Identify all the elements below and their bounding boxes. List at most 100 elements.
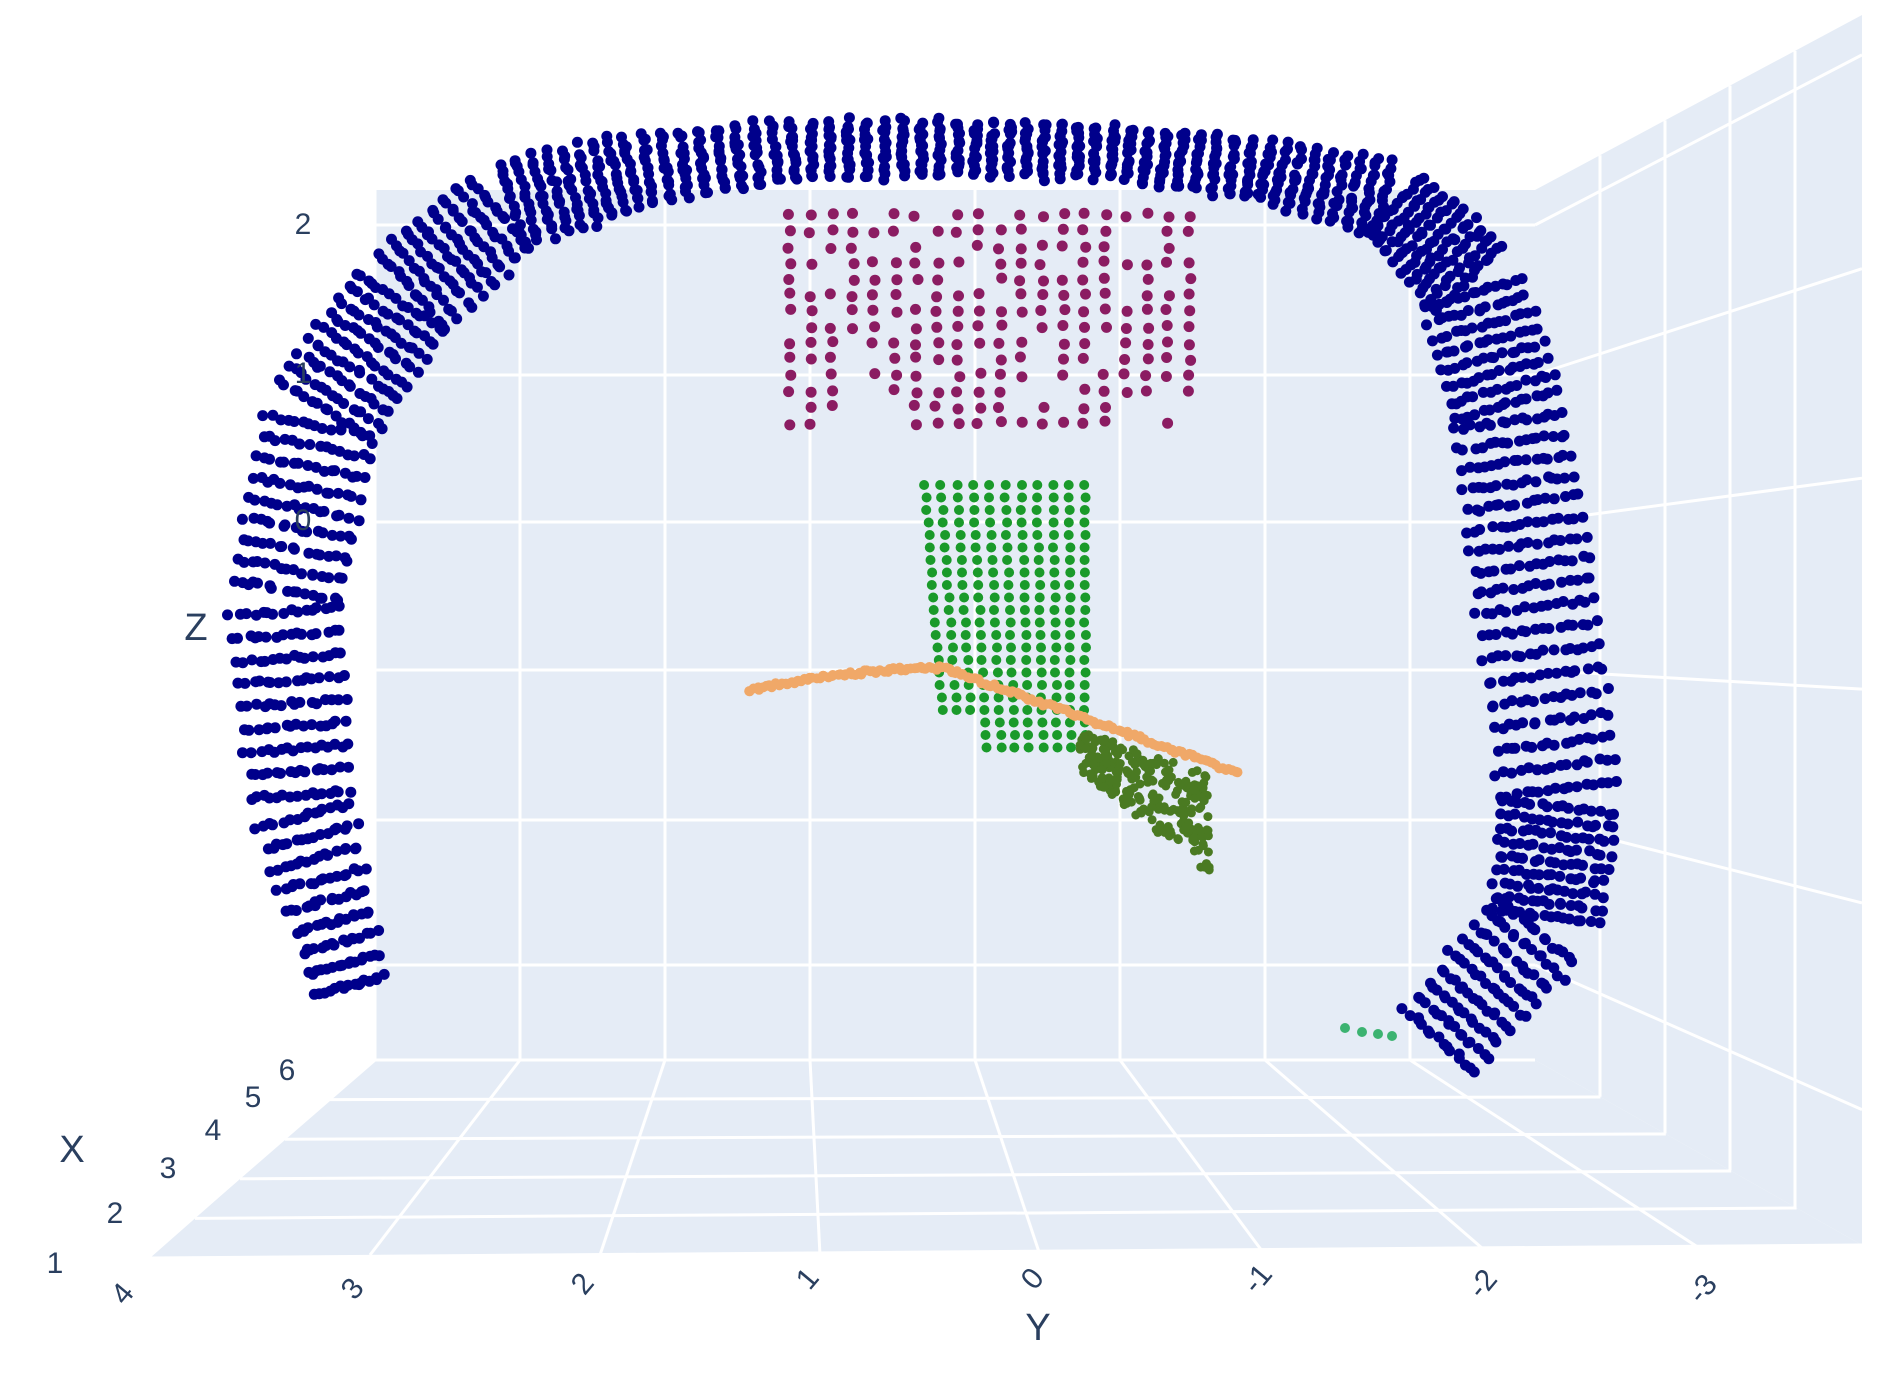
olive-wedge-point bbox=[1125, 769, 1135, 779]
green-column-point bbox=[1079, 517, 1090, 528]
green-column-point bbox=[970, 542, 981, 553]
purple-block-point bbox=[1160, 304, 1172, 315]
green-column-point bbox=[1052, 742, 1063, 753]
blue-arch-point bbox=[403, 255, 415, 267]
blue-arch-point bbox=[1560, 491, 1571, 502]
blue-arch-point bbox=[299, 502, 311, 514]
blue-arch-point bbox=[316, 592, 328, 604]
blue-arch-point bbox=[1414, 287, 1426, 299]
blue-arch-point bbox=[1362, 226, 1374, 238]
blue-arch-point bbox=[580, 175, 592, 187]
purple-block-point bbox=[1143, 322, 1155, 334]
blue-arch-point bbox=[1498, 675, 1509, 687]
blue-arch-point bbox=[1501, 626, 1512, 638]
blue-arch-point bbox=[1290, 174, 1302, 186]
green-column-point bbox=[954, 505, 964, 515]
blue-arch-point bbox=[1507, 347, 1519, 359]
blue-arch-point bbox=[1516, 764, 1527, 776]
purple-block-point bbox=[1183, 369, 1195, 381]
green-column-point bbox=[944, 592, 955, 603]
green-column-point bbox=[1005, 617, 1016, 628]
green-column-point bbox=[957, 580, 968, 590]
green-column-point bbox=[991, 630, 1002, 640]
blue-arch-point bbox=[1455, 1029, 1467, 1040]
purple-block-point bbox=[932, 417, 944, 429]
green-column-point bbox=[1038, 742, 1049, 753]
olive-wedge-point bbox=[1132, 749, 1142, 759]
blue-arch-point bbox=[1472, 1043, 1484, 1054]
green-column-point bbox=[986, 530, 997, 540]
blue-arch-point bbox=[1594, 917, 1606, 929]
blue-arch-point bbox=[1547, 431, 1559, 442]
blue-arch-point bbox=[269, 722, 281, 734]
purple-block-point bbox=[1080, 288, 1091, 300]
green-column-point bbox=[956, 555, 967, 565]
green-column-point bbox=[924, 542, 935, 553]
green-column-point bbox=[948, 642, 958, 653]
purple-block-point bbox=[1182, 225, 1194, 237]
blue-arch-point bbox=[458, 191, 470, 203]
blue-arch-point bbox=[1497, 723, 1509, 735]
blue-arch-point bbox=[354, 367, 366, 379]
green-column-point bbox=[1035, 580, 1046, 590]
blue-arch-point bbox=[1475, 927, 1487, 939]
blue-arch-point bbox=[336, 417, 348, 429]
green-column-point bbox=[925, 555, 936, 565]
blue-arch-point bbox=[791, 173, 803, 185]
blue-arch-point bbox=[1597, 892, 1609, 904]
olive-wedge-point bbox=[1147, 791, 1157, 801]
blue-arch-point bbox=[290, 905, 302, 916]
blue-arch-point bbox=[245, 747, 257, 759]
purple-block-point bbox=[825, 368, 837, 380]
blue-arch-point bbox=[1471, 504, 1483, 516]
olive-wedge-point bbox=[1203, 826, 1213, 835]
blue-arch-point bbox=[1538, 842, 1550, 854]
blue-arch-point bbox=[1589, 863, 1601, 875]
green-column-point bbox=[1064, 580, 1075, 590]
green-column-point bbox=[1063, 492, 1074, 503]
blue-arch-point bbox=[238, 556, 250, 568]
blue-arch-point bbox=[577, 222, 589, 234]
purple-block-point bbox=[995, 258, 1007, 270]
green-column-point bbox=[946, 617, 957, 628]
blue-arch-point bbox=[314, 549, 326, 561]
blue-arch-point bbox=[1609, 754, 1621, 766]
purple-block-point bbox=[1077, 417, 1089, 429]
blue-arch-point bbox=[562, 164, 574, 176]
purple-block-point bbox=[806, 258, 818, 270]
blue-arch-point bbox=[1369, 160, 1381, 172]
blue-arch-point bbox=[1395, 267, 1407, 279]
y-tick-label: 0 bbox=[1015, 1262, 1051, 1296]
green-column-point bbox=[921, 492, 932, 503]
blue-arch-point bbox=[1448, 422, 1460, 434]
green-column-point bbox=[949, 680, 960, 690]
green-column-point bbox=[1038, 730, 1049, 740]
green-column-point bbox=[1009, 742, 1020, 753]
blue-arch-point bbox=[352, 347, 364, 359]
purple-block-point bbox=[827, 336, 839, 348]
blue-arch-point bbox=[1531, 413, 1543, 425]
purple-block-point bbox=[933, 257, 945, 269]
purple-block-point bbox=[846, 291, 858, 303]
purple-block-point bbox=[1058, 416, 1070, 428]
green-column-point bbox=[993, 692, 1004, 703]
purple-block-point bbox=[1077, 274, 1089, 286]
blue-arch-point bbox=[260, 631, 272, 643]
purple-block-point bbox=[1015, 288, 1027, 300]
purple-block-point bbox=[845, 242, 857, 254]
blue-arch-point bbox=[1499, 971, 1511, 983]
blue-arch-point bbox=[1474, 421, 1486, 433]
green-column-point bbox=[927, 567, 938, 578]
green-column-point bbox=[1016, 517, 1027, 528]
blue-arch-point bbox=[325, 424, 337, 436]
x-tick-label: 3 bbox=[160, 1152, 177, 1185]
blue-arch-point bbox=[1460, 341, 1471, 353]
purple-block-point bbox=[1077, 352, 1089, 364]
blue-arch-point bbox=[525, 214, 537, 226]
blue-arch-point bbox=[1542, 785, 1554, 797]
purple-block-point bbox=[933, 387, 945, 399]
blue-arch-point bbox=[666, 194, 678, 206]
blue-arch-point bbox=[1598, 874, 1610, 886]
green-column-point bbox=[1035, 630, 1046, 640]
blue-arch-point bbox=[1255, 191, 1267, 203]
